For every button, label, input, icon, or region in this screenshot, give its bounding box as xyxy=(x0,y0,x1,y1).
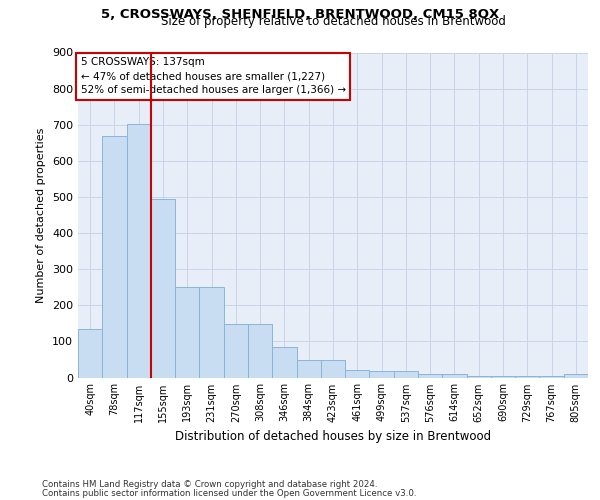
Bar xyxy=(321,360,345,378)
Text: 5 CROSSWAYS: 137sqm
← 47% of detached houses are smaller (1,227)
52% of semi-det: 5 CROSSWAYS: 137sqm ← 47% of detached ho… xyxy=(80,58,346,96)
Bar xyxy=(442,374,467,378)
Bar xyxy=(467,376,491,378)
Title: Size of property relative to detached houses in Brentwood: Size of property relative to detached ho… xyxy=(161,14,505,28)
Bar xyxy=(127,124,151,378)
Bar xyxy=(515,376,539,378)
Bar xyxy=(418,374,442,378)
Text: Contains HM Land Registry data © Crown copyright and database right 2024.: Contains HM Land Registry data © Crown c… xyxy=(42,480,377,489)
Bar xyxy=(199,286,224,378)
Bar xyxy=(564,374,588,378)
Bar xyxy=(296,360,321,378)
Bar xyxy=(224,324,248,378)
Bar xyxy=(394,371,418,378)
Bar xyxy=(491,376,515,378)
Bar xyxy=(539,376,564,378)
Bar xyxy=(248,324,272,378)
Bar xyxy=(102,136,127,378)
Bar xyxy=(272,347,296,378)
Y-axis label: Number of detached properties: Number of detached properties xyxy=(37,128,46,302)
Bar xyxy=(370,371,394,378)
Bar xyxy=(175,286,199,378)
Bar xyxy=(78,330,102,378)
Text: Contains public sector information licensed under the Open Government Licence v3: Contains public sector information licen… xyxy=(42,488,416,498)
Bar xyxy=(151,200,175,378)
Bar xyxy=(345,370,370,378)
X-axis label: Distribution of detached houses by size in Brentwood: Distribution of detached houses by size … xyxy=(175,430,491,443)
Text: 5, CROSSWAYS, SHENFIELD, BRENTWOOD, CM15 8QX: 5, CROSSWAYS, SHENFIELD, BRENTWOOD, CM15… xyxy=(101,8,499,20)
